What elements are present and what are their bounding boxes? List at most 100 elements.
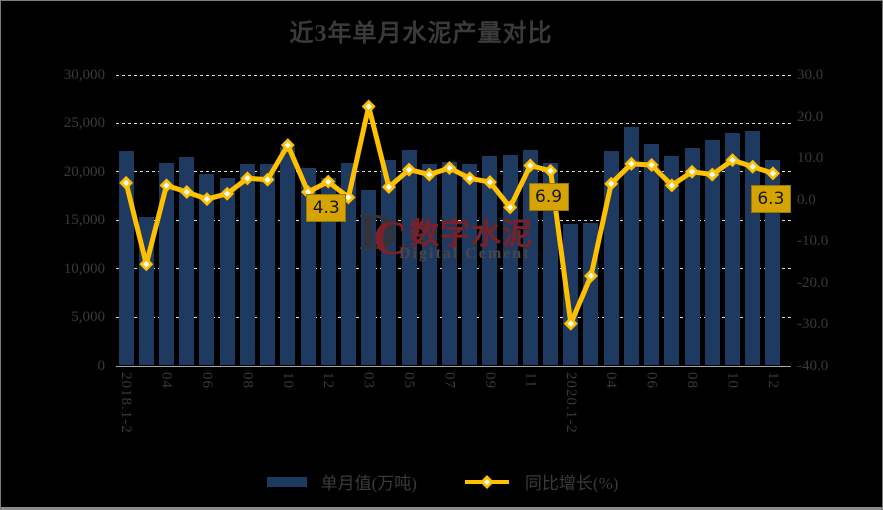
line-marker-2020.06 — [648, 161, 655, 169]
x-tick-label: 12 — [320, 372, 337, 389]
legend-line-swatch — [464, 474, 509, 489]
x-tick-label: 09 — [481, 372, 498, 389]
legend-bar-swatch — [266, 476, 307, 487]
y-right-tick-label: -30.0 — [797, 316, 829, 332]
gridline — [116, 122, 791, 124]
legend-line-label: 同比增长(%) — [524, 474, 619, 493]
line-marker-2020.07 — [668, 182, 676, 189]
legend: 单月值(万吨) 同比增长(%) — [1, 469, 882, 494]
y-right-tick-label: 0.0 — [797, 191, 816, 208]
bar-2020.06 — [644, 144, 660, 366]
bar-2018.06 — [199, 173, 215, 366]
line-marker-2019.08 — [466, 175, 473, 182]
x-tick-label: 12 — [764, 372, 781, 389]
x-tick-label: 04 — [158, 372, 175, 389]
y-right-tick-label: 20.0 — [797, 108, 824, 125]
x-tick-label: 11 — [522, 372, 539, 389]
y-left-tick-label: 5,000 — [71, 309, 105, 326]
growth-line — [123, 104, 776, 327]
y-left-tick-label: 30,000 — [63, 67, 105, 83]
line-marker-2018.06 — [203, 195, 211, 203]
bar-2019.07 — [442, 162, 457, 366]
line-marker-2019.1-2 — [345, 194, 352, 201]
line-marker-2019.07 — [446, 164, 453, 172]
line-marker-2019.05 — [405, 166, 413, 173]
bar-2019.09 — [482, 156, 498, 366]
x-tick-label: 06 — [198, 372, 215, 389]
line-marker-2018.05 — [183, 188, 190, 196]
line-marker-2019.10 — [506, 204, 514, 211]
data-label-2019.12: 6.9 — [528, 182, 569, 211]
bar-2018.08 — [239, 164, 255, 366]
bar-2019.05 — [401, 149, 417, 366]
x-tick-label: 10 — [279, 372, 296, 389]
y-left-tick-label: 20,000 — [63, 163, 105, 180]
x-tick-label: 06 — [643, 372, 660, 389]
bar-2020.09 — [704, 140, 720, 366]
y-left-tick-label: 10,000 — [63, 260, 105, 277]
y-right-tick-label: -40.0 — [797, 357, 829, 374]
x-tick-label: 2018.1-2 — [118, 372, 135, 434]
bar-2018.10 — [280, 146, 296, 366]
line-marker-2020.09 — [709, 171, 716, 178]
x-tick-label: 03 — [360, 372, 377, 389]
y-right-tick-label: -10.0 — [797, 233, 829, 249]
gridline — [116, 74, 791, 76]
bar-2019.06 — [421, 164, 437, 366]
bar-2019.08 — [462, 164, 478, 366]
line-marker-2018.09 — [264, 176, 271, 183]
bar-2019.04 — [381, 160, 397, 366]
data-label-2018.12: 4.3 — [306, 193, 347, 222]
line-marker-2018.07 — [223, 190, 231, 197]
bar-2020.1-2 — [563, 224, 579, 366]
x-tick-label: 05 — [401, 372, 418, 389]
x-tick-label: 10 — [724, 372, 741, 389]
y-right-tick-label: 30.0 — [797, 67, 824, 83]
y-left-tick-label: 0 — [97, 357, 106, 374]
bar-2019.03 — [361, 190, 377, 366]
line-marker-2019.09 — [486, 178, 494, 186]
y-right-tick-label: -20.0 — [797, 274, 829, 291]
line-marker-2020.03 — [587, 272, 595, 280]
bar-2020.07 — [664, 156, 680, 366]
line-marker-2019.11 — [527, 162, 534, 169]
line-marker-2020.05 — [628, 160, 635, 168]
data-label-2020.12: 6.3 — [750, 185, 791, 214]
line-marker-2019.03 — [365, 103, 372, 110]
bar-2020.08 — [684, 148, 700, 366]
line-marker-2019.06 — [426, 171, 433, 178]
x-tick-label: 07 — [441, 372, 458, 389]
y-left-tick-label: 25,000 — [63, 115, 105, 132]
bar-2020.10 — [724, 133, 740, 366]
line-marker-2020.04 — [607, 180, 615, 187]
bar-2020.05 — [623, 126, 639, 366]
bar-2018.04 — [159, 163, 175, 366]
line-marker-2020.08 — [688, 168, 696, 175]
bar-2018.12 — [320, 177, 336, 366]
bar-2018.05 — [179, 156, 195, 366]
line-marker-2020.12 — [769, 170, 777, 177]
bar-2018.07 — [219, 177, 235, 366]
line-marker-2019.12 — [547, 167, 554, 175]
line-marker-2018.08 — [244, 175, 251, 182]
x-axis-line — [116, 365, 791, 367]
x-tick-label: 2020.1-2 — [562, 372, 579, 434]
line-marker-2020.1-2 — [567, 320, 574, 327]
chart-title: 近3年单月水泥产量对比 — [289, 21, 553, 47]
line-marker-2018.11 — [304, 188, 312, 196]
x-tick-label: 08 — [239, 372, 256, 389]
line-marker-2018.04 — [163, 182, 170, 189]
y-left-tick-label: 15,000 — [63, 212, 105, 229]
line-marker-2020.11 — [749, 163, 756, 170]
x-tick-label: 08 — [684, 372, 701, 389]
line-marker-2018.1-2 — [122, 179, 130, 187]
line-marker-2018.03 — [143, 261, 150, 268]
line-marker-2018.12 — [325, 178, 332, 185]
legend-bar-label: 单月值(万吨) — [320, 474, 417, 493]
bar-2018.09 — [260, 164, 276, 366]
x-tick-label: 04 — [603, 372, 620, 389]
line-marker-2019.04 — [385, 183, 393, 191]
line-marker-2020.10 — [729, 156, 736, 164]
